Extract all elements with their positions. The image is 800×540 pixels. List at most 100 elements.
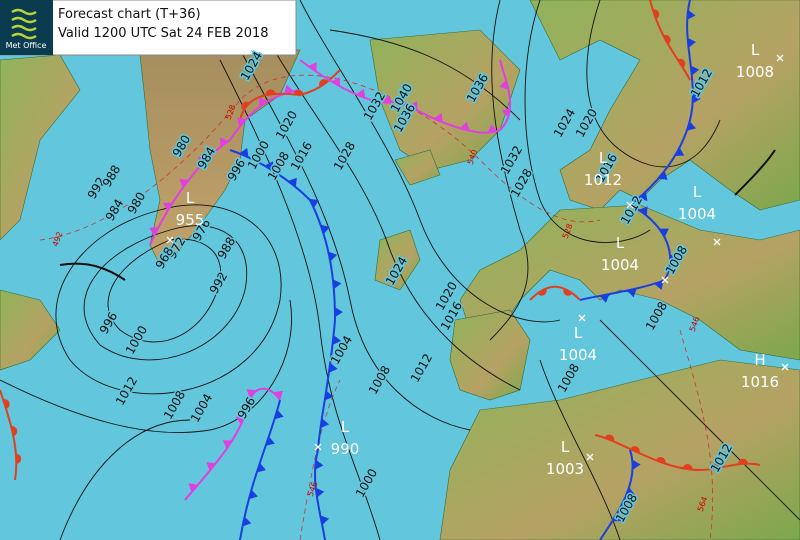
warm-symbol (241, 101, 250, 111)
centre-marker (776, 54, 784, 62)
centre-type: L (751, 41, 760, 59)
centre-type: L (599, 149, 608, 167)
front-symbol (692, 93, 701, 104)
centre-marker (713, 238, 721, 246)
front-symbol (663, 34, 671, 45)
front-symbol (670, 254, 679, 265)
centre-type: L (574, 324, 583, 342)
centre-pressure: 1012 (584, 171, 622, 189)
warm-symbol (563, 288, 573, 296)
front-symbol (241, 101, 250, 111)
warm-symbol (16, 453, 22, 464)
cold-symbol (219, 137, 229, 147)
front-symbol (3, 399, 10, 410)
cold-symbol (654, 280, 664, 290)
front-symbol (382, 94, 393, 103)
front-symbol (235, 415, 246, 425)
front-symbol (655, 457, 666, 464)
thickness-lines (39, 74, 714, 540)
warm-symbol (293, 89, 304, 96)
front-symbol (242, 516, 252, 527)
centre-pressure: 1004 (678, 205, 716, 223)
cold-symbol (459, 121, 470, 131)
front-symbol (198, 156, 208, 167)
centre-marker (626, 201, 634, 209)
cold-symbol (273, 390, 283, 400)
cold-symbol (163, 202, 173, 212)
front-symbol (563, 288, 573, 296)
front-symbol (265, 436, 275, 446)
front-symbol (219, 137, 229, 147)
front-symbol (658, 170, 668, 180)
front-symbol (487, 124, 498, 134)
cold-symbol (670, 254, 679, 265)
cold-symbol (599, 294, 610, 303)
front-symbol (259, 97, 268, 107)
cold-symbol (331, 76, 341, 87)
cold-symbol (625, 487, 635, 497)
cold-symbol (206, 462, 216, 472)
front-symbol (654, 280, 664, 290)
cold-symbol (686, 121, 696, 131)
cold-symbol (179, 178, 189, 188)
cold-symbol (627, 288, 637, 298)
front-symbol (264, 161, 274, 171)
front-symbol (222, 440, 233, 449)
cold-symbol (259, 97, 268, 107)
cold-symbol (308, 62, 317, 72)
front-symbol (638, 191, 648, 201)
cold-symbol (239, 148, 249, 158)
front-symbol (433, 113, 443, 123)
front-symbol (324, 390, 334, 401)
cold-symbol (674, 147, 685, 157)
front-symbol (328, 251, 338, 262)
cold-symbol (487, 124, 498, 134)
front-symbol (265, 89, 276, 95)
centre-marker (166, 236, 174, 244)
logo-text: Met Office (6, 41, 47, 50)
front-symbol (625, 487, 635, 497)
cold-symbol (315, 487, 325, 498)
front-symbol (11, 426, 18, 437)
front-symbol (274, 409, 284, 420)
front-symbol (328, 362, 338, 373)
cold-symbol (659, 228, 669, 238)
cold-symbol (356, 88, 366, 99)
front-symbol (652, 9, 660, 20)
cold-symbol (690, 65, 700, 76)
cold-symbol (612, 512, 622, 522)
front-symbol (627, 288, 637, 298)
warm-symbol (663, 34, 671, 45)
front-symbol (308, 62, 317, 72)
centre-pressure: 1016 (741, 373, 779, 391)
cold-symbol (283, 84, 294, 94)
front-symbol (632, 459, 641, 470)
logo-box (0, 0, 53, 55)
front-symbol (320, 515, 330, 526)
cold-symbol (324, 390, 334, 401)
cold-symbol (638, 206, 648, 216)
front-symbol (612, 512, 622, 522)
cold-symbol (501, 107, 511, 118)
front-symbol (408, 101, 418, 111)
warm-symbol (537, 288, 547, 296)
cold-symbol (246, 389, 257, 399)
front-symbol (459, 121, 470, 131)
front-symbol (738, 458, 749, 465)
cold-symbol (198, 156, 208, 167)
front-symbol (499, 79, 509, 90)
front-symbol (188, 483, 198, 493)
logo-mark (11, 8, 37, 40)
cold-symbol (687, 9, 696, 20)
cold-symbol (287, 177, 297, 188)
chart-title: Forecast chart (T+36) (58, 7, 201, 22)
front-symbol (682, 464, 693, 470)
warm-symbol (319, 79, 329, 88)
front-symbol (256, 462, 266, 473)
cold-symbol (638, 191, 648, 201)
front-symbol (319, 79, 329, 88)
centre-pressure: 1004 (559, 346, 597, 364)
warm-symbol (11, 426, 18, 437)
centre-pressure: 1008 (736, 63, 774, 81)
